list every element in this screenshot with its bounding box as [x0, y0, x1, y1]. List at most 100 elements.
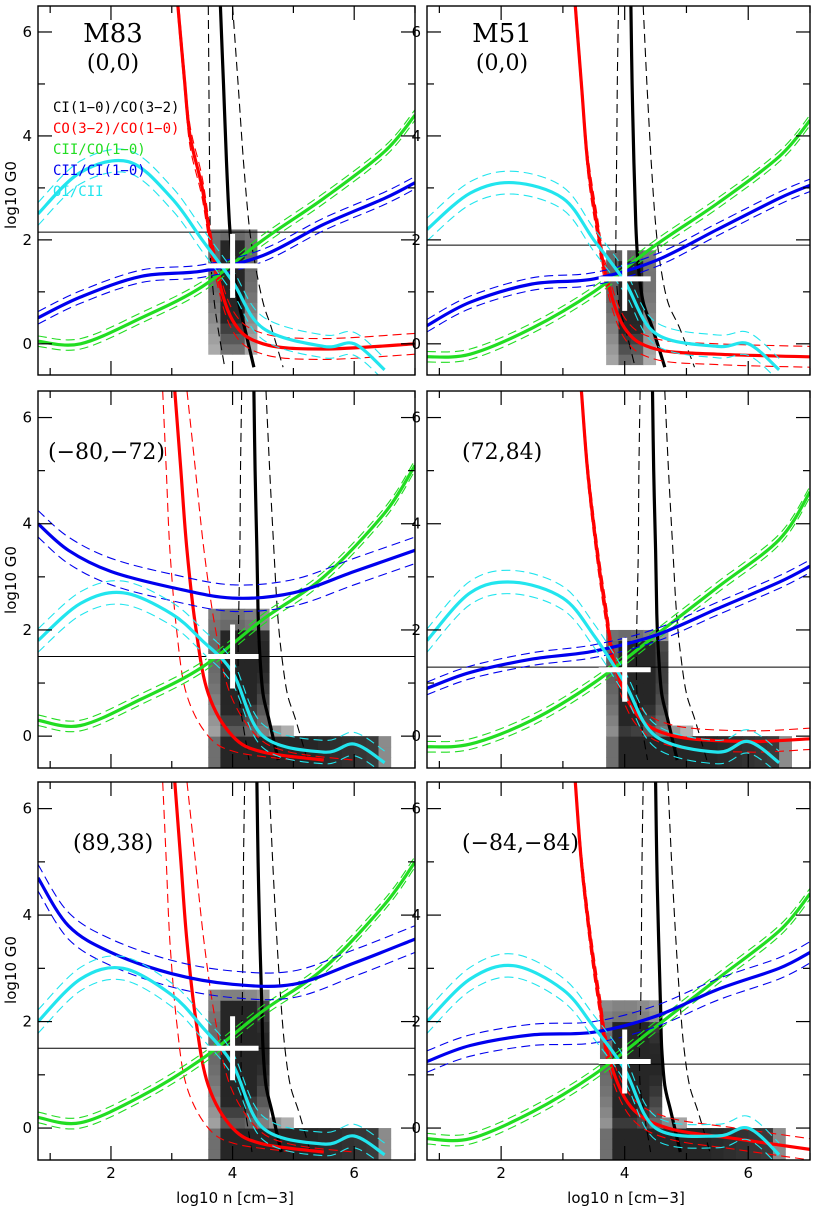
- heatmap-cell: [704, 757, 718, 768]
- plot-area: [38, 782, 415, 1160]
- series-band: [38, 866, 415, 1130]
- heatmap-cell: [256, 1085, 270, 1097]
- panel-1: 0 2 4 6 M83(0,0) CI(1−0)/CO(3−2) CO(3−2)/CO(1−…: [22, 5, 416, 376]
- heatmap-cell: [208, 333, 221, 345]
- heatmap-cell: [686, 1149, 700, 1160]
- heatmap-cell: [232, 250, 246, 262]
- heatmap-cell: [232, 239, 246, 251]
- series-line: [38, 464, 415, 728]
- heatmap-cell: [661, 1149, 675, 1160]
- heatmap-cell: [329, 1138, 343, 1150]
- heatmap-cell: [606, 704, 619, 716]
- heatmap-cell: [220, 1106, 234, 1118]
- heatmap-cell: [208, 1021, 221, 1033]
- heatmap-cell: [220, 1138, 234, 1150]
- series-band: [237, 391, 250, 761]
- heatmap-cell: [293, 746, 307, 758]
- heatmap-cell: [269, 757, 282, 768]
- heatmap-cell: [208, 683, 221, 695]
- panel-frame: [426, 781, 811, 1161]
- heatmap-cell: [244, 302, 258, 314]
- heatmap-cell: [599, 1000, 613, 1012]
- heatmap-cell: [686, 1138, 700, 1150]
- heatmap-cell: [643, 683, 657, 695]
- heatmap-cell: [244, 281, 258, 293]
- heatmap-cell: [244, 229, 258, 241]
- heatmap-cell: [232, 672, 246, 684]
- series-band: [664, 391, 708, 761]
- heatmap-cell: [220, 693, 234, 705]
- heatmap-cell: [606, 323, 619, 334]
- heatmap-cell: [599, 1074, 613, 1086]
- panel-6: 0 2 4 6 2 4 6 (−84,−84): [411, 781, 811, 1182]
- heatmap-cell: [342, 1149, 355, 1160]
- panel-frame: [37, 390, 416, 769]
- heatmap-cell: [643, 291, 657, 303]
- plot-area: [427, 6, 810, 375]
- y-tick-label: 6: [411, 23, 421, 41]
- x-tick-label: 2: [106, 1164, 116, 1182]
- heatmap-cell: [630, 651, 644, 663]
- heatmap-cell: [208, 1010, 221, 1023]
- heatmap-cell: [599, 1096, 613, 1108]
- series-band: [427, 170, 780, 359]
- heatmap-cell: [281, 1128, 294, 1140]
- heatmap-cell: [244, 725, 258, 737]
- heatmap-cell: [220, 1032, 234, 1044]
- series-band: [642, 6, 696, 368]
- x-tick-label: 6: [743, 1164, 753, 1182]
- heatmap-cell: [232, 271, 246, 282]
- series-band: [207, 6, 226, 368]
- series-line: [629, 6, 667, 368]
- heatmap-cell: [208, 1032, 221, 1044]
- heatmap-cell: [723, 1138, 737, 1150]
- heatmap-cell: [378, 1138, 392, 1150]
- heatmap-cell: [220, 1085, 234, 1097]
- heatmap-cell: [232, 1106, 246, 1118]
- heatmap-cell: [599, 1085, 613, 1097]
- heatmap-cell: [655, 714, 669, 727]
- series-line: [427, 580, 781, 765]
- heatmap-cell: [220, 291, 234, 303]
- y-tick-label: 0: [22, 1119, 32, 1137]
- heatmap-cell: [606, 302, 619, 314]
- heatmap-cell: [643, 746, 657, 758]
- heatmap-cell: [674, 1128, 687, 1140]
- heatmap-cell: [624, 1021, 638, 1033]
- y-tick-label: 4: [22, 127, 32, 145]
- heatmap-cell: [624, 1085, 638, 1097]
- series-band: [638, 782, 652, 1153]
- heatmap-cell: [760, 1128, 774, 1140]
- heatmap-cell: [342, 1138, 355, 1150]
- series-band: [427, 569, 780, 752]
- panel-5: 0 2 4 6 2 4 6 (89,38): [22, 781, 416, 1182]
- heatmap-cell: [220, 239, 234, 251]
- heatmap-cell: [649, 1128, 663, 1140]
- legend-entry: CII/CI(1−0): [53, 163, 146, 179]
- heatmap-cell: [281, 746, 294, 758]
- heatmap-cell: [606, 736, 619, 748]
- panel-3: 0 2 4 6 (−80,−72): [22, 390, 416, 769]
- series-line: [427, 180, 781, 372]
- heatmap-cell: [208, 1138, 221, 1150]
- y-tick-label: 4: [411, 515, 421, 533]
- heatmap-cell: [661, 1117, 675, 1129]
- heatmap-cell: [256, 1074, 270, 1086]
- heatmap-cell: [624, 1106, 638, 1118]
- heatmap-cell: [630, 746, 644, 758]
- heatmap-cell: [637, 1000, 650, 1012]
- heatmap-cell: [618, 725, 632, 737]
- panel-2: 0 2 4 6 M51(0,0): [411, 5, 811, 376]
- series-line: [173, 391, 325, 762]
- heatmap-cell: [232, 725, 246, 737]
- heatmap-cell: [208, 640, 221, 652]
- x-tick-label: 2: [496, 1164, 506, 1182]
- series-band: [186, 391, 354, 761]
- heatmap-cell: [649, 1096, 663, 1108]
- heatmap-cell: [599, 1128, 613, 1140]
- heatmap-cell: [232, 1096, 246, 1108]
- heatmap-cell: [317, 1128, 331, 1140]
- series-line: [38, 876, 415, 988]
- heatmap-cell: [606, 333, 619, 345]
